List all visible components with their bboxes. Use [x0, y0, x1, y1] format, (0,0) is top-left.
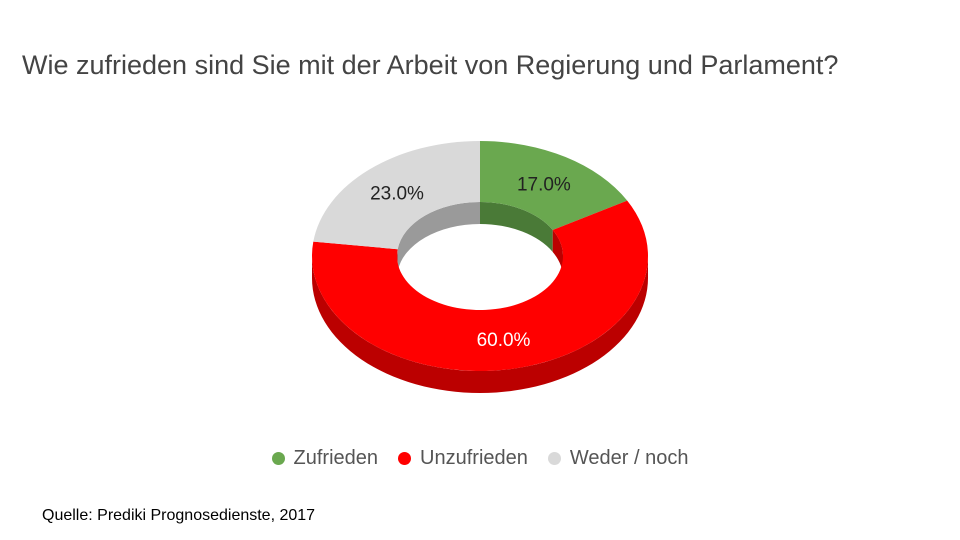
- donut-side-layer: [312, 256, 648, 393]
- legend-swatch-weder-noch: [547, 452, 561, 465]
- donut-label-layer: 17.0% 60.0% 23.0%: [370, 174, 571, 351]
- donut-top-layer: [311, 140, 648, 371]
- slice-weder-noch: [313, 140, 480, 250]
- slice-label-unzufrieden: 60.0%: [477, 330, 531, 351]
- slice-side-unzufrieden: [312, 256, 648, 393]
- slice-label-zufrieden: 17.0%: [517, 174, 571, 195]
- slice-hole-wall-weder-noch-1: [397, 202, 480, 272]
- legend-item-unzufrieden: Unzufrieden: [398, 447, 528, 470]
- slice-label-weder-noch: 23.0%: [370, 184, 424, 205]
- slice-unzufrieden: [311, 200, 648, 371]
- legend-item-weder-noch: Weder / noch: [547, 447, 689, 470]
- slice-hole-wall-unzufrieden-0: [552, 229, 563, 278]
- legend: Zufrieden Unzufrieden Weder / noch: [0, 447, 960, 470]
- source-note: Quelle: Prediki Prognosedienste, 2017: [42, 507, 316, 524]
- legend-swatch-unzufrieden: [398, 452, 412, 465]
- slice-zufrieden: [480, 141, 628, 230]
- legend-label-unzufrieden: Unzufrieden: [420, 447, 528, 469]
- legend-swatch-zufrieden: [271, 452, 285, 465]
- slice-hole-wall-zufrieden-0: [480, 202, 553, 252]
- legend-label-weder-noch: Weder / noch: [569, 447, 689, 469]
- legend-label-zufrieden: Zufrieden: [293, 447, 379, 469]
- chart-title: Wie zufrieden sind Sie mit der Arbeit vo…: [22, 50, 839, 80]
- legend-item-zufrieden: Zufrieden: [271, 447, 379, 470]
